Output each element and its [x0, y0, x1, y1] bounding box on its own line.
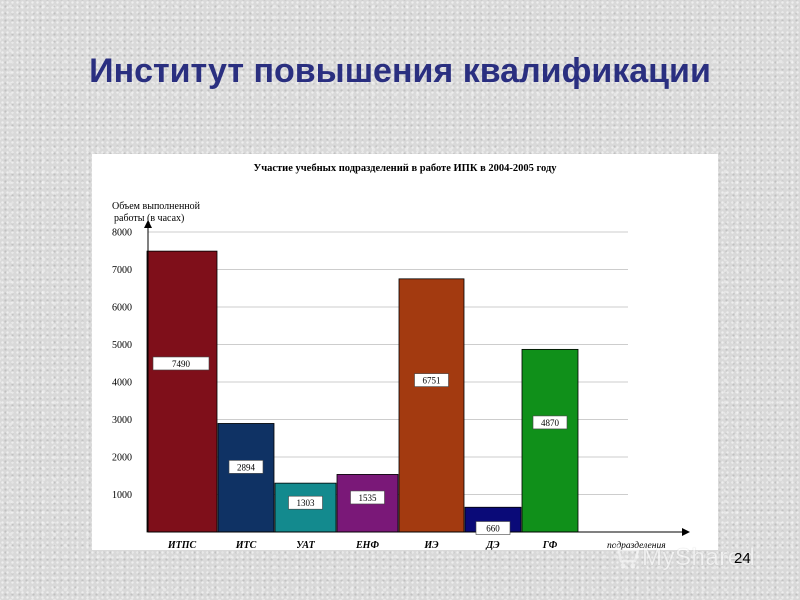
y-tick-label: 8000	[112, 228, 132, 239]
data-label-box	[152, 356, 210, 371]
data-label-box	[228, 460, 264, 474]
y-tick-labels: 1000 2000 3000 4000 5000 6000 7000 8000	[112, 228, 132, 502]
category-label: ДЭ	[485, 540, 500, 550]
bar-ГФ	[521, 348, 579, 533]
data-label: 6751	[423, 376, 441, 386]
category-labels: ИТПС ИТС УАТ ЕНФ ИЭ ДЭ ГФ	[167, 540, 558, 550]
category-label: ИТПС	[167, 540, 197, 550]
y-tick-label: 1000	[112, 490, 132, 501]
watermark: MyShared	[612, 540, 762, 574]
y-tick-label: 6000	[112, 303, 132, 314]
category-label: ИЭ	[423, 540, 439, 550]
watermark-text: MyShared	[642, 544, 756, 571]
y-tick-label: 7000	[112, 265, 132, 276]
page-number: 24	[734, 550, 751, 567]
category-label: УАТ	[296, 540, 315, 550]
y-axis-label-line2: работы (в часах)	[114, 213, 184, 224]
data-label: 1535	[359, 493, 378, 503]
data-label: 1303	[297, 498, 316, 508]
data-label-box	[288, 495, 323, 510]
y-tick-label: 2000	[112, 453, 132, 464]
data-label-box	[532, 415, 568, 430]
y-tick-label: 3000	[112, 415, 132, 426]
bar-ИЭ	[398, 278, 465, 533]
axes	[144, 220, 690, 536]
y-tick-label: 5000	[112, 340, 132, 351]
bar-ИТПС	[146, 250, 218, 533]
category-label: ЕНФ	[355, 540, 379, 550]
data-label: 7490	[172, 359, 191, 369]
x-axis-arrow	[682, 528, 690, 536]
x-axis-label: подразделения	[607, 540, 666, 550]
data-label: 2894	[237, 462, 256, 472]
bar-chart: Участие учебных подразделений в работе И…	[112, 163, 690, 550]
slide-title: Институт повышения квалификации	[89, 52, 711, 90]
chart-panel: Участие учебных подразделений в работе И…	[92, 154, 718, 550]
chart-title: Участие учебных подразделений в работе И…	[253, 163, 557, 174]
cart-icon	[614, 544, 640, 569]
y-axis-label: Объем выполненной	[112, 201, 201, 212]
y-tick-label: 4000	[112, 378, 132, 389]
data-label: 4870	[541, 418, 560, 428]
data-labels: 7490 2894 1303 1535 6751 660 4870	[152, 356, 568, 535]
data-label-box	[414, 373, 449, 387]
bar-ИТС	[217, 423, 275, 533]
data-label-box	[350, 490, 385, 505]
category-label: ГФ	[542, 540, 558, 550]
data-label-box	[475, 521, 511, 535]
category-label: ИТС	[235, 540, 257, 550]
bars	[146, 250, 579, 533]
y-axis-arrow	[144, 220, 152, 228]
data-label: 660	[486, 524, 500, 534]
